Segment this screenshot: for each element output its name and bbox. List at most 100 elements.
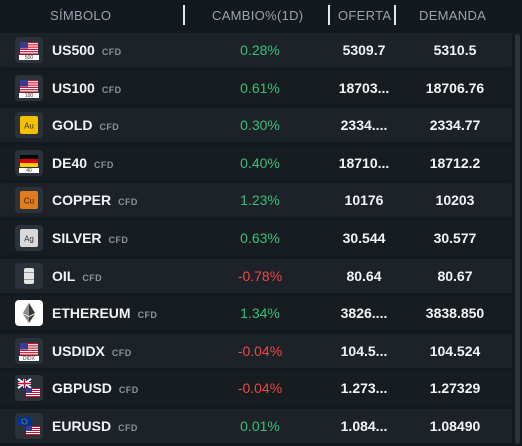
instrument-symbol: ETHEREUM — [52, 305, 131, 322]
instrument-symbol: COPPER — [52, 192, 112, 209]
column-divider[interactable] — [328, 5, 330, 25]
change-percent: 1.34% — [240, 305, 280, 322]
instrument-type-badge: CFD — [101, 84, 122, 95]
change-percent: -0.78% — [237, 267, 283, 284]
instrument-type-badge: CFD — [82, 272, 103, 283]
bid-price[interactable]: 3826.... — [340, 305, 388, 322]
change-percent: 0.63% — [240, 230, 280, 246]
column-divider[interactable] — [394, 5, 396, 25]
bid-price[interactable]: 1.273... — [340, 380, 388, 397]
instrument-type-badge: CFD — [94, 159, 114, 170]
svg-text:DIDX: DIDX — [23, 356, 36, 362]
instrument-row-copper[interactable]: Cu COPPER CFD 1.23% 10176 10203 — [0, 183, 512, 218]
ask-price[interactable]: 80.67 — [437, 267, 473, 284]
copper-element-icon: Cu — [15, 187, 43, 214]
instrument-name: SILVER CFD — [52, 230, 128, 246]
column-divider[interactable] — [183, 5, 185, 25]
gold-element-icon: Au — [15, 112, 43, 139]
change-percent: -0.04% — [237, 342, 283, 359]
bid-price[interactable]: 80.64 — [346, 267, 382, 284]
column-header-symbol[interactable]: SÍMBOLO — [50, 8, 112, 23]
instrument-row-de40[interactable]: 40 DE40 CFD 0.40% 18710... 18712.2 — [0, 145, 512, 180]
instrument-row-usdidx[interactable]: DIDX USDIDX CFD -0.04% 104.5... 104.524 — [0, 333, 512, 368]
gb-us-flags-icon — [15, 375, 43, 402]
instrument-name: GOLD CFD — [52, 117, 119, 133]
column-header-change[interactable]: CAMBIO%(1D) — [212, 8, 304, 23]
ask-price[interactable]: 5310.5 — [433, 42, 477, 58]
ethereum-logo-icon — [15, 300, 43, 327]
instrument-name: US500 CFD — [52, 42, 122, 58]
ask-price[interactable]: 104.524 — [429, 342, 481, 359]
instrument-symbol: SILVER — [52, 230, 102, 246]
bid-price[interactable]: 30.544 — [342, 230, 386, 246]
svg-text:Ag: Ag — [24, 235, 34, 244]
us-flag-icon: 500 — [15, 37, 43, 63]
instrument-type-badge: CFD — [111, 347, 132, 358]
instrument-row-us100[interactable]: 100 US100 CFD 0.61% 18703... 18706.76 — [0, 70, 512, 105]
instrument-row-eurusd[interactable]: EURUSD CFD 0.01% 1.084... 1.08490 — [0, 409, 512, 443]
scrollbar-thumb[interactable] — [515, 34, 520, 444]
bid-price[interactable]: 5309.7 — [342, 42, 386, 58]
instrument-type-badge: CFD — [108, 235, 129, 245]
us-flag-icon: 100 — [15, 74, 43, 101]
oil-barrel-icon — [15, 262, 43, 289]
instrument-row-gold[interactable]: Au GOLD CFD 0.30% 2334.... 2334.77 — [0, 108, 512, 143]
us-flag-icon: DIDX — [15, 337, 43, 364]
instrument-symbol: US100 — [52, 79, 95, 96]
instrument-row-us500[interactable]: 500 US500 CFD 0.28% 5309.7 5310.5 — [0, 33, 512, 67]
table-header: SÍMBOLO CAMBIO%(1D) OFERTA DEMANDA — [0, 0, 522, 32]
instrument-symbol: GOLD — [52, 117, 93, 134]
instrument-symbol: DE40 — [52, 154, 88, 171]
ask-price[interactable]: 30.577 — [433, 230, 477, 246]
instrument-symbol: EURUSD — [52, 418, 112, 434]
bid-price[interactable]: 2334.... — [340, 117, 388, 134]
svg-text:100: 100 — [25, 93, 34, 99]
bid-price[interactable]: 18703... — [338, 79, 390, 96]
instrument-symbol: GBPUSD — [52, 380, 112, 397]
ask-price[interactable]: 2334.77 — [429, 117, 481, 134]
instrument-row-oil[interactable]: OIL CFD -0.78% 80.64 80.67 — [0, 258, 512, 293]
svg-text:Cu: Cu — [24, 197, 34, 206]
svg-text:500: 500 — [25, 55, 34, 61]
instrument-type-badge: CFD — [118, 423, 138, 433]
bid-price[interactable]: 10176 — [344, 192, 384, 209]
instrument-row-ethereum[interactable]: ETHEREUM CFD 1.34% 3826.... 3838.850 — [0, 296, 512, 331]
ask-price[interactable]: 18706.76 — [425, 79, 485, 96]
column-header-bid[interactable]: OFERTA — [338, 8, 392, 23]
ask-price[interactable]: 10203 — [435, 192, 475, 209]
instrument-symbol: USDIDX — [52, 342, 105, 359]
instrument-name: USDIDX CFD — [52, 343, 132, 359]
change-percent: 0.61% — [240, 79, 280, 96]
change-percent: 0.01% — [240, 418, 280, 434]
instrument-name: DE40 CFD — [52, 155, 114, 171]
instrument-row-gbpusd[interactable]: GBPUSD CFD -0.04% 1.273... 1.27329 — [0, 371, 512, 406]
bid-price[interactable]: 18710... — [338, 154, 390, 171]
eu-us-flags-icon — [15, 413, 43, 439]
instrument-name: COPPER CFD — [52, 192, 138, 208]
change-percent: -0.04% — [237, 380, 283, 397]
bid-price[interactable]: 104.5... — [340, 342, 388, 359]
silver-element-icon: Ag — [15, 225, 43, 251]
ask-price[interactable]: 3838.850 — [425, 305, 485, 322]
svg-text:40: 40 — [26, 168, 32, 174]
instrument-name: OIL CFD — [52, 268, 102, 284]
ask-price[interactable]: 1.27329 — [429, 380, 481, 397]
change-percent: 1.23% — [240, 192, 280, 209]
instrument-name: US100 CFD — [52, 80, 122, 96]
germany-flag-icon: 40 — [15, 149, 43, 176]
change-percent: 0.28% — [240, 42, 280, 58]
instrument-type-badge: CFD — [118, 197, 138, 208]
ask-price[interactable]: 1.08490 — [429, 418, 481, 434]
change-percent: 0.40% — [240, 154, 280, 171]
bid-price[interactable]: 1.084... — [340, 418, 388, 434]
instrument-name: GBPUSD CFD — [52, 380, 139, 396]
instrument-type-badge: CFD — [99, 122, 120, 133]
instrument-name: ETHEREUM CFD — [52, 305, 157, 321]
change-percent: 0.30% — [240, 117, 280, 134]
instrument-symbol: OIL — [52, 267, 76, 284]
instrument-row-silver[interactable]: Ag SILVER CFD 0.63% 30.544 30.577 — [0, 221, 512, 255]
instrument-symbol: US500 — [52, 42, 95, 58]
ask-price[interactable]: 18712.2 — [429, 154, 481, 171]
column-header-ask[interactable]: DEMANDA — [419, 8, 487, 23]
instrument-type-badge: CFD — [101, 47, 122, 57]
